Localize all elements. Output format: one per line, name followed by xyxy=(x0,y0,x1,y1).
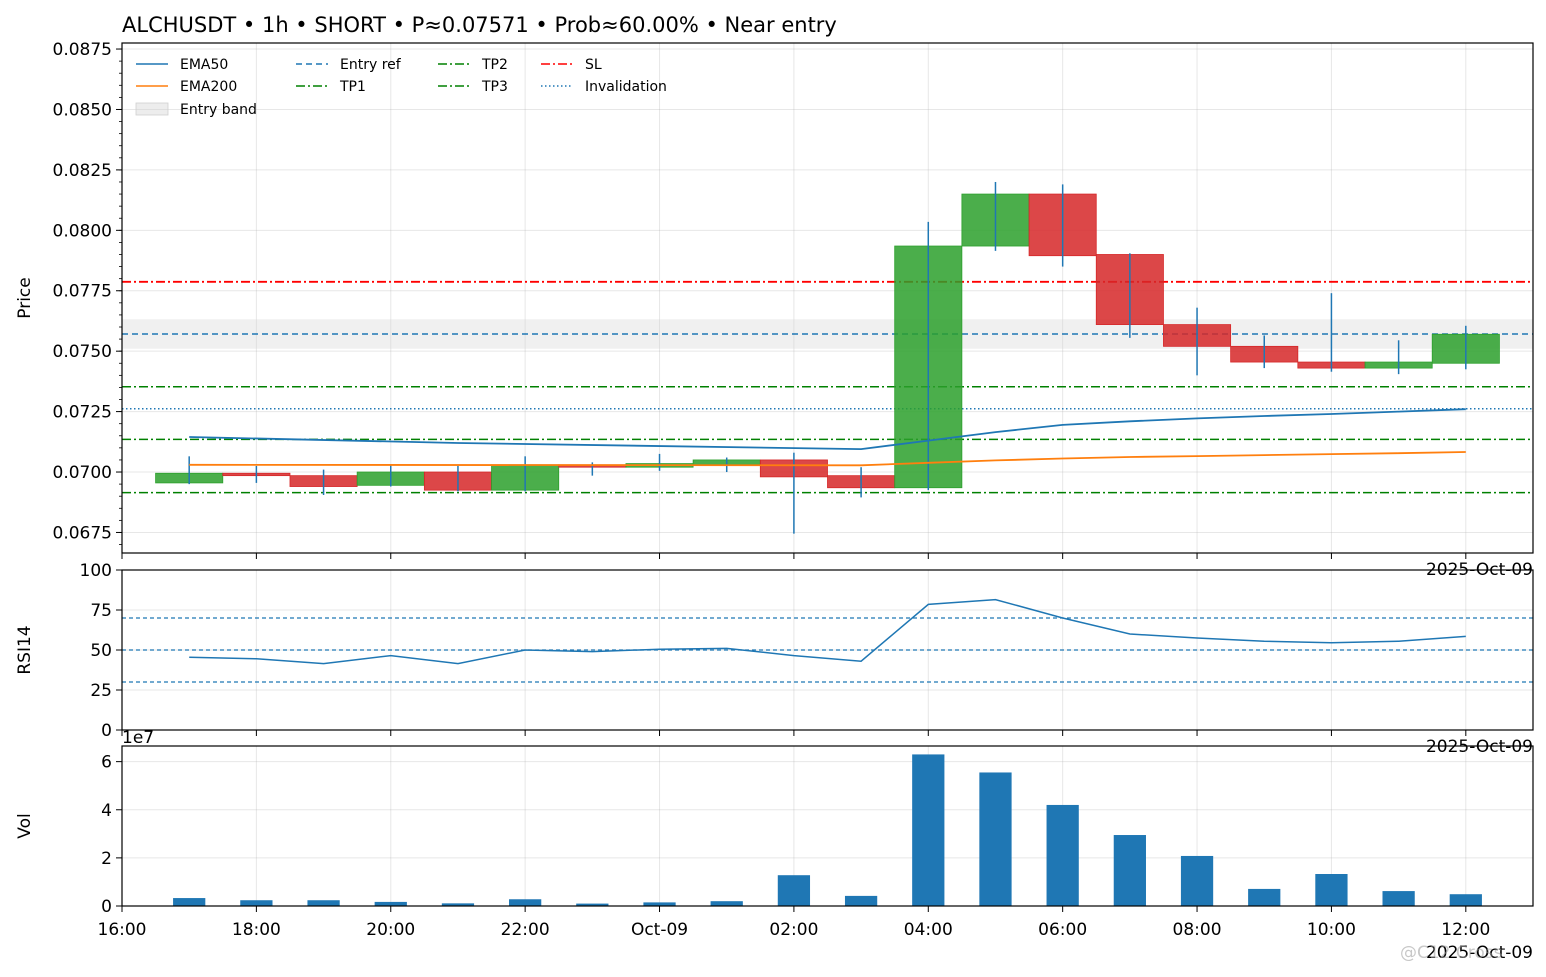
y-tick-label: 0.0800 xyxy=(53,221,112,241)
watermark-text: @C12 Cross xyxy=(1400,943,1503,963)
volume-bar xyxy=(1248,888,1281,906)
y-tick-label: 0.0750 xyxy=(53,342,112,362)
legend-entry-label: TP2 xyxy=(481,57,508,73)
legend-entry-label: TP1 xyxy=(339,79,366,95)
x-tick-label: 10:00 xyxy=(1307,920,1356,940)
volume-bar xyxy=(710,901,743,906)
y-tick-label: 0.0850 xyxy=(53,100,112,120)
volume-bar xyxy=(1382,891,1415,906)
y-tick-label: 6 xyxy=(101,753,112,773)
x-tick-label: 12:00 xyxy=(1441,920,1490,940)
volume-bar xyxy=(173,898,206,906)
rsi-offset-label: 2025-Oct-09 xyxy=(1426,737,1533,757)
rsi-plot-frame xyxy=(121,569,1534,731)
volume-bar xyxy=(643,902,676,906)
x-tick-label: 18:00 xyxy=(232,920,281,940)
volume-bar xyxy=(1449,894,1482,906)
y-tick-label: 4 xyxy=(101,801,112,821)
price-axis-label: Price xyxy=(15,277,35,318)
volume-scale-label: 1e7 xyxy=(122,728,154,748)
volume-panel: 0 2 4 6 16:00 18:00 20:00 22:00 Oct-09 02:00 04:00… xyxy=(15,728,1534,963)
x-tick-label: 04:00 xyxy=(904,920,953,940)
volume-bar xyxy=(307,900,340,906)
x-tick-label: 22:00 xyxy=(501,920,550,940)
rsi-line xyxy=(189,598,1466,665)
y-tick-label: 50 xyxy=(90,641,112,661)
y-tick-label: 2 xyxy=(101,849,112,869)
y-tick-label: 0.0775 xyxy=(53,282,112,302)
volume-bar xyxy=(576,903,609,906)
y-tick-label: 0 xyxy=(101,897,112,917)
rsi-panel: 0 25 50 75 100 RSI14 2025-Oct-09 xyxy=(15,561,1534,757)
price-plot-frame xyxy=(121,42,1534,554)
x-tick-label: 08:00 xyxy=(1173,920,1222,940)
y-tick-label: 0 xyxy=(101,721,112,741)
legend-swatch xyxy=(135,102,169,116)
legend-entry-label: Invalidation xyxy=(585,79,667,95)
legend-entry-label: Entry ref xyxy=(340,57,402,73)
volume-bar xyxy=(1180,855,1214,906)
chart-legend: EMA50 EMA200 Entry band Entry ref TP1 TP2 TP3 S… xyxy=(135,57,667,118)
x-tick-label: 16:00 xyxy=(98,920,147,940)
x-tick-label: Oct-09 xyxy=(631,920,688,940)
volume-bar xyxy=(441,903,475,906)
volume-offset-label: 2025-Oct-09 xyxy=(1426,943,1533,963)
x-tick-label: 02:00 xyxy=(769,920,818,940)
y-tick-label: 100 xyxy=(80,561,112,581)
y-tick-label: 0.0875 xyxy=(53,40,112,60)
volume-bar xyxy=(979,772,1012,906)
legend-entry-label: Entry band xyxy=(180,102,257,118)
x-tick-label: 20:00 xyxy=(366,920,415,940)
price-panel: 0.0675 0.0700 0.0725 0.0750 0.0775 0.0800 0.08… xyxy=(15,40,1534,580)
volume-bar xyxy=(374,901,407,906)
volume-bar xyxy=(777,875,811,906)
volume-plot-frame xyxy=(121,745,1534,907)
series-line-ema200 xyxy=(189,451,1466,467)
volume-bar xyxy=(844,895,878,906)
y-tick-label: 0.0725 xyxy=(53,403,112,423)
series-line-ema50 xyxy=(189,408,1466,451)
y-tick-label: 0.0700 xyxy=(53,463,112,483)
legend-entry-label: EMA50 xyxy=(180,57,228,73)
y-tick-label: 75 xyxy=(90,601,112,621)
volume-bar xyxy=(1315,874,1348,906)
legend-entry-label: SL xyxy=(585,57,602,73)
chart-title: ALCHUSDT • 1h • SHORT • P≈0.07571 • Prob… xyxy=(122,13,837,37)
volume-bar xyxy=(509,899,542,906)
rsi-axis-label: RSI14 xyxy=(15,625,35,674)
volume-bar xyxy=(912,754,945,906)
x-tick-label: 06:00 xyxy=(1038,920,1087,940)
legend-entry-label: TP3 xyxy=(481,79,508,95)
y-tick-label: 0.0675 xyxy=(53,523,112,543)
legend-entry-label: EMA200 xyxy=(180,79,237,95)
y-tick-label: 25 xyxy=(90,681,112,701)
volume-axis-label: Vol xyxy=(15,813,35,838)
volume-bar xyxy=(1113,835,1146,906)
y-tick-label: 0.0825 xyxy=(53,161,112,181)
volume-bar xyxy=(240,900,273,906)
volume-bar xyxy=(1046,804,1079,906)
